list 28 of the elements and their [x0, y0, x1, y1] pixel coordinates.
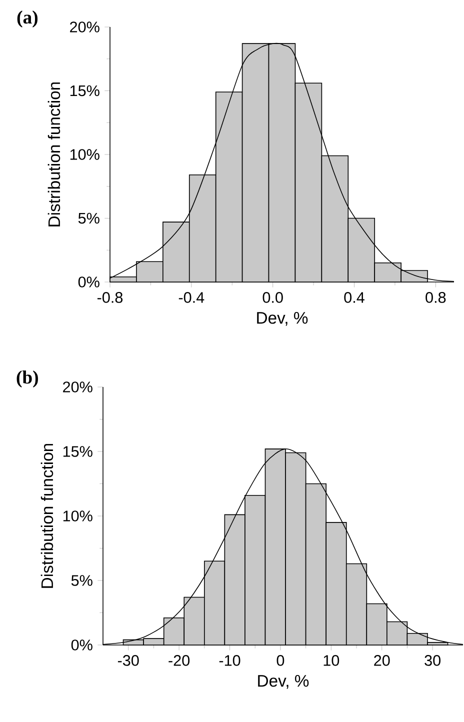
- x-tick-label: 0.4: [344, 292, 364, 303]
- y-axis-title: Distribution function: [40, 444, 54, 588]
- x-tick-label: 10: [324, 655, 340, 666]
- y-tick-label: 10%: [63, 510, 92, 522]
- x-tick-label: -30: [118, 655, 139, 666]
- x-tick-label: 0: [276, 655, 284, 666]
- x-tick-label: 0.0: [262, 292, 283, 303]
- x-axis-title: Dev, %: [258, 675, 309, 689]
- y-tick-label: 15%: [63, 446, 92, 457]
- chart-title: (b): [16, 370, 38, 388]
- y-tick-label: 10%: [70, 149, 100, 160]
- x-axis-title: Dev, %: [257, 312, 308, 326]
- x-tick-label: -10: [219, 655, 240, 666]
- y-tick-label: 15%: [70, 85, 100, 96]
- chart-title: (a): [17, 10, 38, 28]
- y-tick-label: 20%: [70, 22, 100, 32]
- y-tick-label: 5%: [78, 212, 100, 224]
- x-tick-label: -0.8: [97, 292, 123, 303]
- x-tick-label: -20: [168, 655, 190, 666]
- x-tick-label: 20: [374, 655, 390, 666]
- x-tick-label: 0.8: [426, 292, 446, 303]
- y-axis-title: Distribution function: [48, 82, 60, 226]
- x-tick-label: 30: [424, 655, 440, 666]
- y-tick-label: 20%: [63, 382, 92, 392]
- x-tick-label: -0.4: [178, 292, 204, 303]
- y-tick-label: 0%: [71, 640, 92, 650]
- y-tick-label: 5%: [71, 575, 92, 586]
- y-tick-label: 0%: [78, 276, 100, 288]
